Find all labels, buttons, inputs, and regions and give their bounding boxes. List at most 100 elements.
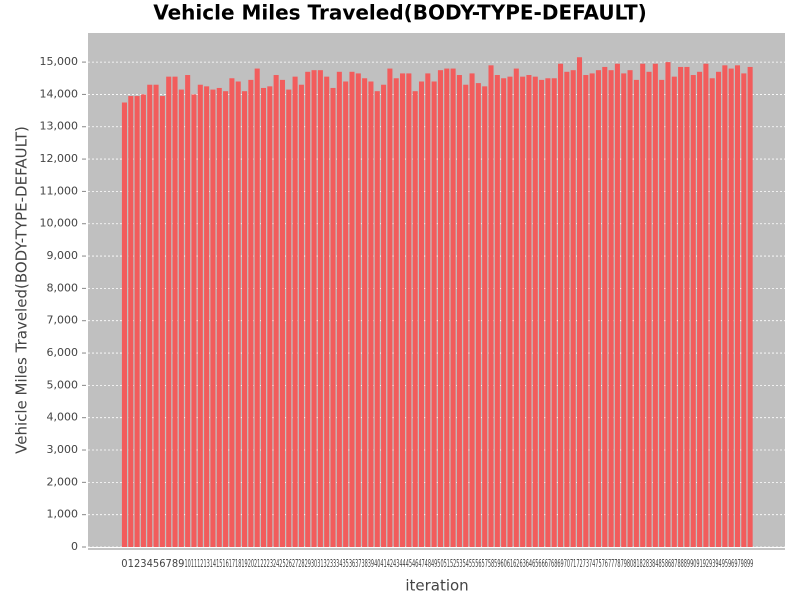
bar: [532, 76, 538, 547]
x-tick-label: 99: [747, 557, 753, 570]
bar: [469, 73, 475, 547]
x-tick-label: 46: [412, 557, 418, 570]
bar: [248, 79, 254, 548]
x-tick-label: 5: [153, 557, 159, 570]
x-tick-label: 16: [222, 557, 228, 570]
x-tick-label: 75: [595, 557, 601, 570]
x-tick-label: 55: [469, 557, 475, 570]
chart-title: Vehicle Miles Traveled(BODY-TYPE-DEFAULT…: [153, 1, 647, 25]
y-tick-label: 1,000: [47, 508, 79, 521]
bar: [589, 73, 595, 547]
y-tick-label: 8,000: [47, 281, 79, 294]
bar: [431, 81, 437, 547]
x-tick-label: 74: [589, 557, 595, 570]
bar: [728, 68, 734, 547]
bar: [576, 57, 583, 548]
bar: [602, 66, 608, 548]
bar: [159, 96, 165, 548]
x-tick-label: 0: [121, 557, 127, 570]
bar: [671, 76, 677, 547]
bar: [678, 66, 684, 548]
x-tick-label: 50: [437, 557, 443, 570]
y-tick-label: 15,000: [40, 55, 79, 68]
x-tick-label: 33: [330, 557, 336, 570]
bar: [621, 73, 627, 547]
y-axis-label: Vehicle Miles Traveled(BODY-TYPE-DEFAULT…: [13, 126, 31, 454]
bar: [204, 86, 210, 547]
y-tick-label: 4,000: [47, 411, 79, 424]
x-tick-label: 8: [172, 557, 178, 570]
y-tick-label: 13,000: [40, 120, 79, 133]
bar: [400, 73, 406, 547]
bar: [747, 66, 753, 548]
x-tick-label: 52: [450, 557, 456, 570]
bar: [286, 89, 292, 547]
x-axis-label: iteration: [405, 577, 468, 595]
x-tick-label: 53: [456, 557, 462, 570]
x-tick-label: 94: [715, 557, 721, 570]
bar: [716, 71, 722, 547]
x-tick-label: 80: [627, 557, 633, 570]
x-tick-label: 83: [646, 557, 652, 570]
x-tick-label: 98: [741, 557, 747, 570]
bar: [349, 71, 355, 547]
bar: [709, 78, 715, 547]
bar: [640, 63, 646, 547]
bar: [583, 75, 589, 548]
x-tick-label: 32: [324, 557, 330, 570]
bar: [697, 71, 703, 547]
bar: [153, 84, 159, 547]
x-tick-label: 91: [696, 557, 702, 570]
bar: [545, 78, 551, 547]
bar: [229, 78, 235, 547]
x-tick-label: 20: [248, 557, 254, 570]
x-tick-label: 73: [583, 557, 589, 570]
bar: [722, 65, 728, 548]
bar: [437, 70, 443, 548]
y-tick-label: 0: [71, 540, 78, 553]
bar: [381, 84, 387, 547]
x-tick-label: 48: [425, 557, 431, 570]
bar: [665, 62, 671, 548]
x-tick-label: 64: [526, 557, 532, 570]
bar: [128, 96, 134, 548]
x-tick-label: 15: [216, 557, 222, 570]
x-tick-label: 72: [576, 557, 582, 570]
bar: [608, 70, 614, 548]
bar: [368, 81, 374, 547]
bar: [450, 68, 456, 547]
bar: [374, 91, 380, 547]
bar: [279, 79, 285, 548]
x-tick-label: 77: [608, 557, 614, 570]
bar: [652, 63, 658, 547]
x-tick-label: 31: [317, 557, 323, 570]
bar: [501, 78, 507, 547]
bar: [507, 76, 513, 547]
x-tick-label: 14: [210, 557, 216, 570]
bar: [570, 70, 576, 548]
x-tick-label: 86: [665, 557, 671, 570]
bar: [254, 68, 260, 547]
x-tick-label: 66: [538, 557, 544, 570]
y-tick-label: 14,000: [40, 87, 79, 100]
x-tick-label: 90: [690, 557, 696, 570]
bar: [260, 87, 267, 547]
bar: [425, 73, 431, 547]
bar: [197, 84, 203, 547]
x-tick-label: 70: [564, 557, 570, 570]
x-tick-label: 36: [349, 557, 355, 570]
bar: [147, 84, 153, 547]
x-tick-label: 93: [709, 557, 715, 570]
x-tick-label: 69: [557, 557, 563, 570]
bar: [362, 78, 368, 547]
x-tick-label: 41: [380, 557, 386, 570]
bar: [121, 102, 127, 547]
bar: [551, 78, 557, 547]
y-tick-label: 7,000: [47, 314, 79, 327]
x-tick-label: 13: [203, 557, 209, 570]
y-tick-label: 3,000: [47, 443, 79, 456]
bar: [298, 84, 304, 547]
bar: [317, 70, 323, 548]
x-tick-label: 57: [482, 557, 488, 570]
